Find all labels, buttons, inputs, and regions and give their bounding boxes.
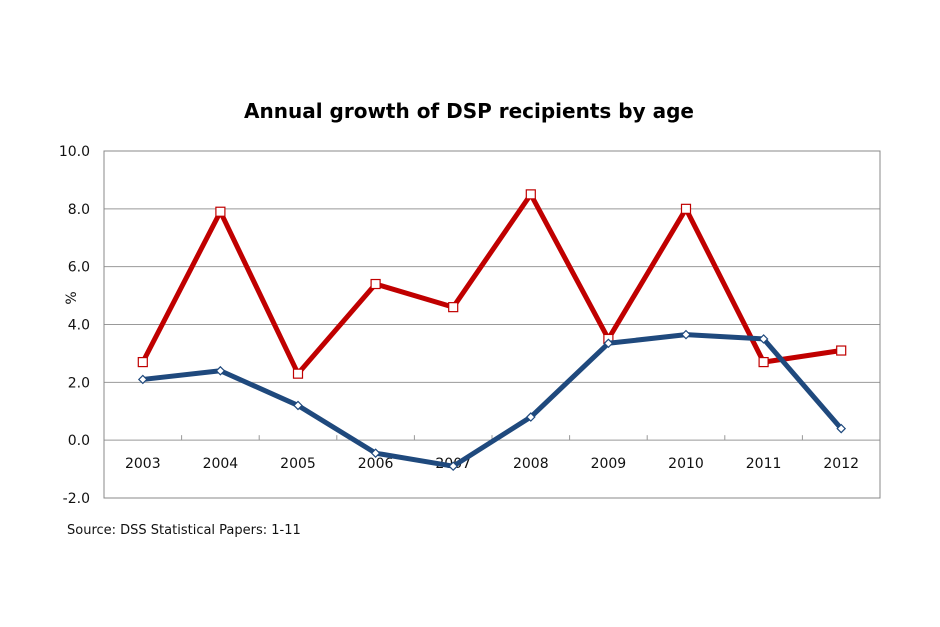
chart-title: Annual growth of DSP recipients by age xyxy=(244,99,694,123)
x-tick-label: 2010 xyxy=(668,456,704,472)
data-point xyxy=(215,365,226,376)
x-tick-label: 2008 xyxy=(513,456,549,472)
data-point xyxy=(137,356,148,368)
data-point xyxy=(836,345,847,356)
plot-area-border xyxy=(103,150,881,499)
data-point xyxy=(215,206,226,217)
x-tick-label: 2003 xyxy=(125,456,161,472)
data-point xyxy=(603,338,614,349)
series-line-1 xyxy=(140,191,842,377)
series-group xyxy=(137,189,847,472)
y-tick-label: 10.0 xyxy=(59,144,90,160)
x-axis: 2003200420052006200720082009201020112012 xyxy=(125,435,859,472)
y-tick-label: 8.0 xyxy=(68,202,90,218)
x-tick-label: 2006 xyxy=(358,456,394,472)
y-tick-label: 4.0 xyxy=(68,318,90,334)
x-tick-label: 2012 xyxy=(823,456,859,472)
data-point xyxy=(370,448,381,459)
data-point xyxy=(448,461,459,472)
y-tick-label: 6.0 xyxy=(68,260,90,276)
y-axis-label: % xyxy=(64,291,80,304)
data-point xyxy=(292,368,304,379)
y-tick-label: -2.0 xyxy=(63,491,90,507)
y-tick-label: 2.0 xyxy=(68,375,90,391)
y-tick-label: 0.0 xyxy=(68,433,90,449)
x-tick-label: 2005 xyxy=(280,456,316,472)
data-point xyxy=(680,203,692,214)
data-point xyxy=(525,412,536,422)
data-point xyxy=(448,302,459,313)
x-tick-label: 2004 xyxy=(203,456,239,472)
data-point xyxy=(681,329,691,340)
y-axis: -2.0 0.0 2.0 4.0 6.0 8.0 10.0 xyxy=(59,144,90,507)
data-point xyxy=(370,278,381,290)
x-tick-label: 2011 xyxy=(746,456,782,472)
source-note: Source: DSS Statistical Papers: 1-11 xyxy=(67,523,301,538)
data-point xyxy=(137,374,148,385)
data-point xyxy=(293,400,303,411)
data-point xyxy=(758,356,769,368)
series-line-2 xyxy=(142,332,844,469)
data-point xyxy=(836,423,847,434)
data-point xyxy=(525,189,536,200)
gridlines xyxy=(104,150,880,499)
data-point xyxy=(758,334,769,344)
x-tick-label: 2009 xyxy=(591,456,627,472)
